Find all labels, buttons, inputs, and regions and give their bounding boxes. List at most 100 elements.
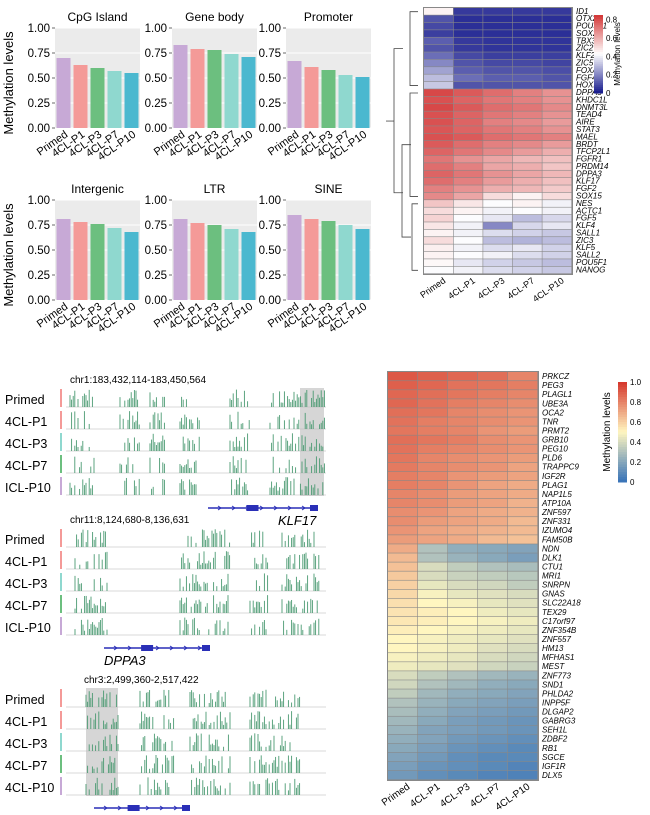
row-label: SALL1 (576, 228, 600, 237)
heatmap-cell (388, 544, 418, 553)
heatmap-cell (508, 743, 538, 753)
heatmap-cell (483, 111, 513, 119)
heatmap-cell (483, 89, 513, 97)
strand-arrow (183, 645, 188, 651)
colorbar-step (618, 409, 627, 413)
row-label: DNMT3L (576, 103, 608, 112)
row-label: ID1 (576, 7, 588, 16)
heatmap-cell (388, 381, 418, 390)
heatmap-cell (448, 734, 478, 744)
heatmap-cell (388, 535, 418, 544)
heatmap-cell (478, 453, 508, 463)
heatmap-cell (424, 229, 453, 237)
heatmap-cell (508, 526, 538, 535)
heatmap-cell (483, 133, 513, 141)
heatmap-cell (453, 214, 483, 222)
strand-arrow (169, 645, 174, 651)
colorbar-step (594, 16, 603, 20)
heatmap-cell (418, 698, 448, 707)
heatmap-cell (448, 607, 478, 617)
colorbar-step (594, 42, 603, 45)
colorbar-step (594, 32, 603, 35)
heatmap-cell (508, 662, 538, 671)
y-tick-label: 0.25 (28, 270, 50, 282)
heatmap-cell (542, 96, 572, 104)
heatmap-cell (418, 662, 448, 671)
colorbar-step (618, 479, 627, 483)
heatmap-cell (453, 229, 483, 237)
row-label: SLC22A18 (542, 599, 581, 608)
heatmap-cell (424, 251, 453, 259)
heatmap-cell (478, 390, 508, 399)
heatmap-cell (388, 444, 418, 453)
heatmap-cell (483, 207, 513, 215)
heatmap-cell (512, 259, 542, 267)
heatmap-cell (388, 471, 418, 481)
heatmap-cell (542, 22, 572, 30)
heatmap-cell (478, 498, 508, 508)
column-label: Primed (418, 275, 447, 300)
heatmap-cell (448, 680, 478, 689)
colorbar-step (594, 89, 603, 92)
heatmap-cell (424, 37, 453, 45)
colorbar-tick-label: 1.0 (630, 378, 642, 387)
heatmap-cell (512, 96, 542, 104)
heatmap-cell (483, 67, 513, 74)
heatmap-cell (418, 390, 448, 399)
heatmap-cell (453, 251, 483, 259)
heatmap-cell (483, 251, 513, 259)
heatmap-cell (508, 381, 538, 390)
y-tick-label: 1.00 (259, 23, 281, 35)
colorbar-step (594, 81, 603, 84)
row-label: KHDC1L (576, 95, 608, 104)
row-label: POU3F1 (576, 22, 607, 31)
heatmap-cell (478, 517, 508, 526)
row-label: IGF1R (542, 762, 566, 771)
y-tick-label: 0.75 (259, 220, 281, 232)
heatmap-cell (512, 177, 542, 185)
row-label: FGFR1 (576, 155, 602, 164)
row-label: ZNF597 (541, 508, 571, 517)
colorbar-tick-label: 0.8 (630, 398, 642, 407)
heatmap-cell (478, 698, 508, 707)
heatmap-cell (508, 498, 538, 508)
heatmap-cell (478, 662, 508, 671)
y-axis-label: Methylation levels (1, 31, 16, 135)
heatmap-cell (388, 589, 418, 599)
heatmap-cell (453, 163, 483, 170)
colorbar-step (618, 392, 627, 395)
heatmap-cell (542, 185, 572, 193)
heatmap-cell (448, 752, 478, 762)
heatmap-cell (512, 111, 542, 119)
row-label: RB1 (542, 744, 558, 753)
row-label: FGF2 (576, 184, 597, 193)
heatmap-cell (388, 417, 418, 426)
heatmap-cell (512, 104, 542, 111)
strand-arrow (155, 645, 160, 651)
y-tick-label: 0.75 (145, 220, 167, 232)
row-label: IZUMO4 (542, 526, 573, 535)
heatmap-cell (388, 634, 418, 644)
heatmap-cell (512, 44, 542, 52)
heatmap-cell (453, 30, 483, 37)
heatmap-cell (424, 192, 453, 200)
heatmap-cell (508, 625, 538, 635)
heatmap-cell (453, 59, 483, 67)
track-label: Primed (5, 533, 45, 547)
heatmap-cell (508, 544, 538, 553)
colorbar-step (594, 48, 603, 51)
heatmap-cell (512, 155, 542, 163)
y-tick-label: 0.00 (28, 123, 50, 135)
heatmap-cell (424, 111, 453, 119)
colorbar-step (618, 434, 627, 438)
heatmap-cell (448, 471, 478, 481)
heatmap-cell (418, 372, 448, 381)
dendrogram-branch (409, 92, 418, 197)
colorbar-step (618, 427, 627, 430)
heatmap-cell (508, 770, 538, 780)
colorbar-step (594, 57, 603, 61)
heatmap-cell (483, 118, 513, 126)
heatmap-cell (424, 259, 453, 267)
row-label: DLGAP2 (542, 708, 574, 717)
colorbar-step (594, 50, 603, 53)
